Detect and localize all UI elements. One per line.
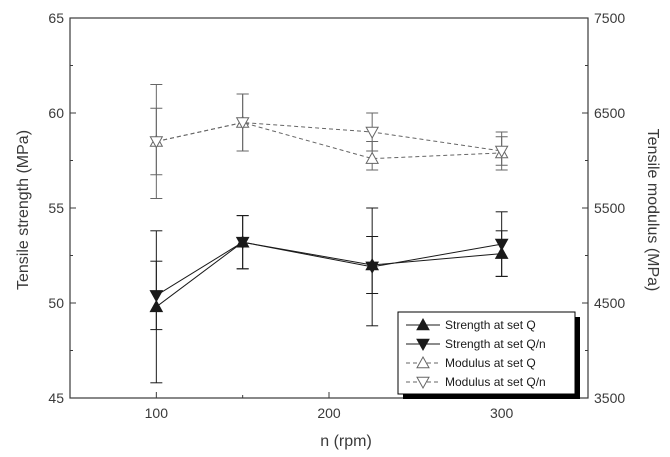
y2-tick-label: 5500 (594, 200, 625, 216)
y-axis-right-title: Tensile modulus (MPa) (644, 129, 661, 292)
series-line (156, 241, 502, 308)
y-tick-label: 65 (48, 10, 64, 26)
data-point-marker (235, 117, 250, 130)
x-tick-label: 200 (317, 405, 341, 421)
legend-marker-sample (416, 317, 430, 331)
y2-tick-label: 3500 (594, 390, 625, 406)
y-tick-label: 60 (48, 105, 64, 121)
x-tick-label: 300 (490, 405, 514, 421)
data-point-marker (149, 136, 164, 149)
y2-tick-label: 7500 (594, 10, 625, 26)
data-point-marker (494, 238, 509, 252)
y2-tick-label: 6500 (594, 105, 625, 121)
y2-tick-label: 4500 (594, 295, 625, 311)
series-line (156, 121, 502, 160)
series-line (156, 241, 502, 296)
data-point-marker (365, 151, 380, 164)
legend-label: Modulus at set Q (445, 356, 536, 370)
legend-marker-sample (416, 338, 430, 352)
x-axis-title: n (rpm) (320, 433, 372, 450)
legend: Strength at set Q Strength at set Q/n Modu… (397, 311, 580, 399)
legend-marker-sample (416, 376, 430, 390)
data-point-marker (365, 261, 380, 274)
data-point-marker (149, 290, 164, 303)
y-axis-right-ticks: 3500 4500 5500 6500 7500 (582, 10, 625, 406)
y-tick-label: 50 (48, 295, 64, 311)
series-line (156, 121, 502, 152)
y-tick-label: 45 (48, 390, 64, 406)
series-lines (156, 121, 502, 308)
data-point-marker (494, 145, 509, 159)
data-point-marker (494, 246, 509, 259)
data-point-marker (149, 299, 164, 313)
x-tick-label: 100 (145, 405, 169, 421)
y-axis-left-title: Tensile strength (MPa) (15, 130, 32, 290)
series-markers (149, 115, 509, 313)
y-tick-label: 55 (48, 200, 64, 216)
legend-label: Strength at set Q/n (445, 337, 546, 351)
legend-marker-sample (416, 355, 430, 369)
legend-label: Strength at set Q (445, 318, 536, 332)
data-point-marker (235, 236, 250, 250)
legend-label: Modulus at set Q/n (445, 375, 546, 389)
y-axis-left-ticks: 45 50 55 60 65 (48, 10, 76, 406)
data-point-marker (365, 126, 380, 140)
